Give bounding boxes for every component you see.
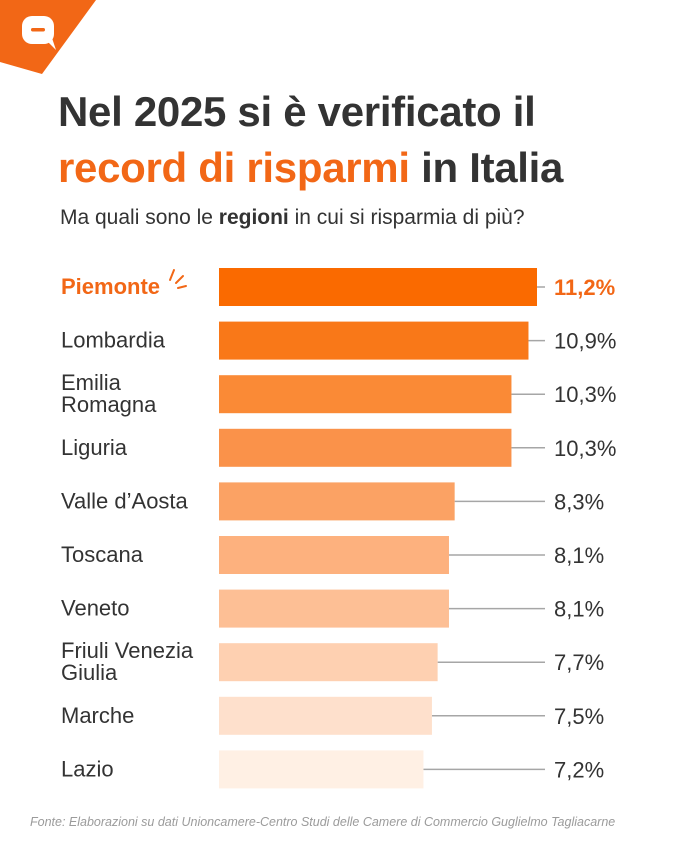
subtitle-after: in cui si risparmia di più? xyxy=(288,206,525,229)
source-note: Fonte: Elaborazioni su dati Unioncamere-… xyxy=(30,815,616,829)
value-label: 10,9% xyxy=(554,329,616,354)
value-label: 8,1% xyxy=(554,597,604,622)
bar xyxy=(219,321,529,360)
bar xyxy=(219,482,455,521)
value-label: 8,1% xyxy=(554,543,604,568)
bar xyxy=(219,589,449,628)
chat-bubble-icon xyxy=(0,0,96,74)
title-line-2: record di risparmi in Italia xyxy=(58,140,658,196)
bar xyxy=(219,428,512,467)
value-label: 7,7% xyxy=(554,650,604,675)
category-label: Marche xyxy=(61,703,134,728)
category-label: Lazio xyxy=(61,756,114,781)
category-label: Veneto xyxy=(61,596,130,621)
category-label: Lombardia xyxy=(61,328,166,353)
bar xyxy=(219,643,438,682)
subtitle-bold: regioni xyxy=(218,206,289,229)
value-label: 8,3% xyxy=(554,489,604,514)
category-label: Emilia Romagna xyxy=(61,370,157,417)
subtitle-before: Ma quali sono le xyxy=(60,206,219,229)
value-label: 10,3% xyxy=(554,436,616,461)
value-label: 7,5% xyxy=(554,704,604,729)
title-line-1: Nel 2025 si è verificato il xyxy=(58,88,536,135)
value-label: 11,2% xyxy=(554,275,615,300)
bar xyxy=(219,375,512,414)
logo xyxy=(0,0,100,80)
title-line-2-rest: in Italia xyxy=(409,144,564,191)
category-label: Liguria xyxy=(61,435,128,460)
chart-title: Nel 2025 si è verificato il record di ri… xyxy=(58,84,658,196)
title-highlight: record di risparmi xyxy=(58,144,410,191)
chart-subtitle: Ma quali sono le regioni in cui si rispa… xyxy=(60,206,660,230)
value-label: 7,2% xyxy=(554,757,604,782)
bar xyxy=(219,268,537,306)
bar xyxy=(219,536,449,574)
category-label: Toscana xyxy=(61,542,144,567)
bar xyxy=(219,696,432,735)
category-label: Friuli Venezia Giulia xyxy=(61,638,194,685)
value-label: 10,3% xyxy=(554,382,616,407)
category-label: Valle d’Aosta xyxy=(61,488,189,513)
bar xyxy=(219,750,424,789)
sparkle-icon xyxy=(169,269,187,289)
category-label: Piemonte xyxy=(61,274,160,299)
